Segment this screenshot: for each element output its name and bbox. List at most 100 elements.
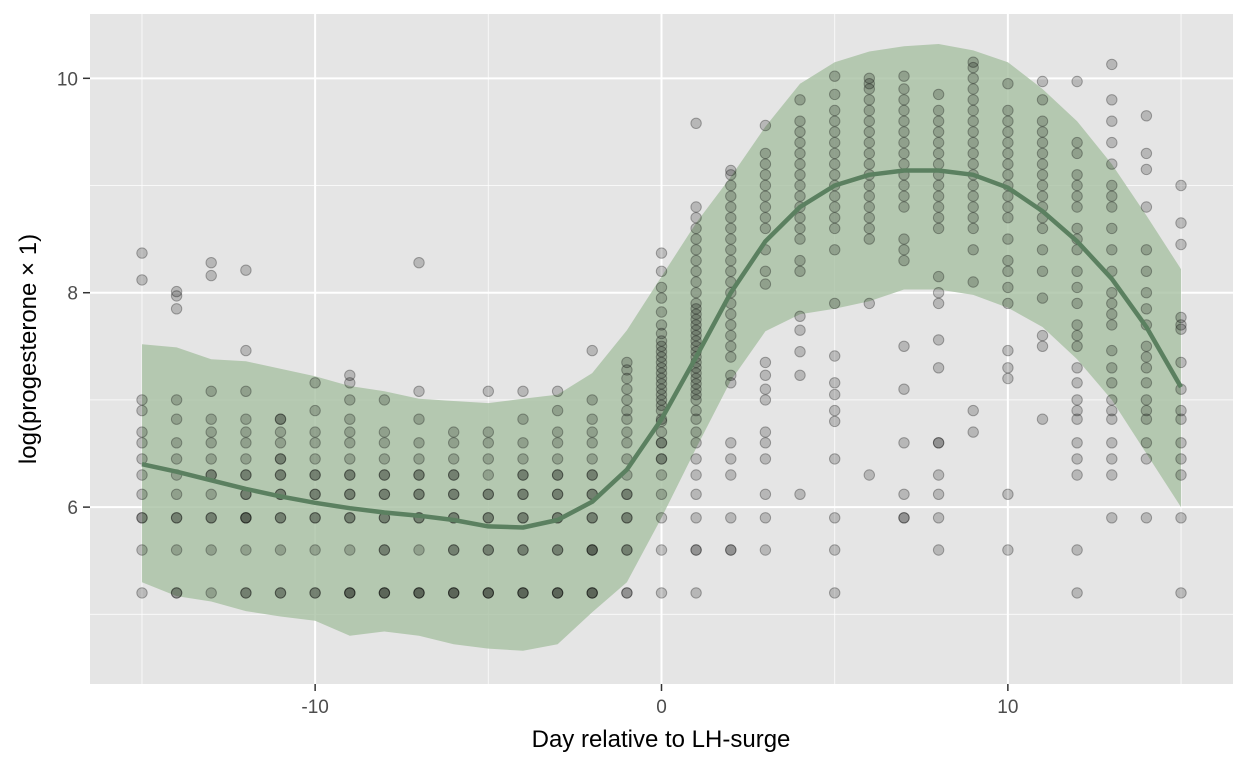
data-point xyxy=(898,190,910,202)
data-point xyxy=(759,426,772,438)
data-point xyxy=(274,469,287,481)
data-point xyxy=(690,117,702,130)
data-point xyxy=(274,587,287,599)
data-point xyxy=(932,437,945,449)
data-point xyxy=(344,469,356,481)
data-point xyxy=(690,313,702,326)
data-point xyxy=(344,437,356,449)
data-point xyxy=(725,544,737,556)
data-point xyxy=(829,169,841,181)
data-point xyxy=(448,587,460,599)
data-point xyxy=(1140,244,1153,256)
data-point xyxy=(1036,126,1049,138)
data-point xyxy=(621,544,633,556)
data-point xyxy=(136,512,148,524)
confidence-band xyxy=(142,44,1181,651)
data-point xyxy=(1071,404,1083,417)
data-point xyxy=(1106,115,1118,127)
data-point xyxy=(794,147,806,160)
data-point xyxy=(551,587,564,599)
data-point xyxy=(1071,329,1083,342)
data-point xyxy=(829,222,841,235)
data-point xyxy=(205,426,217,438)
data-point xyxy=(621,356,633,369)
data-point xyxy=(1036,190,1049,202)
data-point xyxy=(136,488,148,500)
data-point xyxy=(1140,394,1153,406)
data-point xyxy=(1002,233,1014,245)
data-point xyxy=(1106,136,1118,149)
data-point xyxy=(586,512,598,524)
data-point xyxy=(344,377,356,389)
data-point xyxy=(1036,94,1049,106)
data-point xyxy=(1002,190,1014,202)
data-point xyxy=(1140,413,1153,425)
data-point xyxy=(1036,265,1049,277)
data-point xyxy=(448,587,460,599)
data-point xyxy=(205,488,217,500)
data-point xyxy=(829,388,841,401)
data-point xyxy=(725,244,737,256)
data-point xyxy=(759,212,772,224)
data-point xyxy=(863,136,875,149)
data-point xyxy=(136,587,148,599)
data-point xyxy=(413,413,425,425)
data-point xyxy=(274,587,287,599)
data-point xyxy=(1140,437,1153,449)
data-point xyxy=(794,222,806,235)
data-point xyxy=(517,512,529,524)
data-point xyxy=(1002,544,1014,556)
data-point xyxy=(1106,287,1118,299)
data-point xyxy=(794,265,806,277)
data-point xyxy=(690,388,702,401)
data-point xyxy=(482,488,494,500)
data-point xyxy=(1071,136,1083,149)
data-point xyxy=(794,346,806,358)
data-point xyxy=(413,469,425,481)
data-point xyxy=(655,544,668,556)
data-point xyxy=(586,469,598,481)
data-point xyxy=(1106,201,1118,213)
data-point xyxy=(1140,147,1153,160)
data-point xyxy=(725,329,737,342)
data-point xyxy=(413,544,425,556)
x-axis: -10 0 10 xyxy=(301,684,1018,718)
data-point xyxy=(309,587,321,599)
data-point xyxy=(136,453,148,465)
data-point xyxy=(1106,58,1118,71)
data-point xyxy=(690,212,702,224)
data-point xyxy=(448,544,460,556)
data-point xyxy=(932,222,945,235)
data-point xyxy=(136,512,148,524)
data-point xyxy=(205,437,217,449)
data-point xyxy=(378,426,391,438)
data-point xyxy=(517,544,529,556)
data-point xyxy=(725,469,737,481)
data-point xyxy=(1106,222,1118,235)
data-point xyxy=(517,587,529,599)
data-point xyxy=(794,94,806,106)
data-point xyxy=(170,413,183,425)
data-point xyxy=(690,372,702,385)
data-point xyxy=(1036,158,1049,170)
data-point xyxy=(482,587,494,599)
data-point xyxy=(690,437,702,449)
data-point xyxy=(794,488,806,500)
data-point xyxy=(932,512,945,524)
data-point xyxy=(274,413,287,425)
data-point xyxy=(240,469,252,481)
data-point xyxy=(932,158,945,170)
data-point xyxy=(274,469,287,481)
data-point xyxy=(274,512,287,524)
data-point xyxy=(1002,281,1014,294)
x-tick-label: -10 xyxy=(301,697,328,718)
data-point xyxy=(898,254,910,267)
y-axis-title: log(progesterone × 1) xyxy=(15,234,42,464)
data-point xyxy=(690,254,702,267)
data-point xyxy=(551,385,564,397)
data-point xyxy=(309,512,321,524)
data-point xyxy=(1175,319,1187,331)
data-point xyxy=(240,453,252,465)
data-point xyxy=(205,385,217,397)
data-point xyxy=(482,426,494,438)
